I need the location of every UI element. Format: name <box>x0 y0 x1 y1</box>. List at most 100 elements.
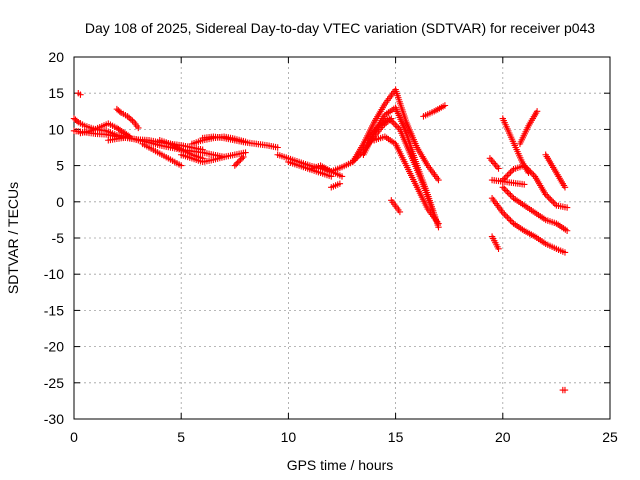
data-point-marker <box>504 172 511 179</box>
series-track-30 <box>499 115 532 177</box>
data-point-marker <box>507 217 514 224</box>
series-track-28 <box>499 184 571 234</box>
x-tick-label: 5 <box>177 429 185 445</box>
y-tick-label: 0 <box>56 194 64 210</box>
x-tick-label: 25 <box>602 429 618 445</box>
data-point-marker <box>242 138 249 145</box>
y-tick-label: -15 <box>44 302 64 318</box>
data-point-marker <box>502 173 510 181</box>
x-tick-label: 10 <box>281 429 297 445</box>
data-point-marker <box>563 227 571 234</box>
data-point-marker <box>504 188 511 196</box>
y-tick-label: 20 <box>48 49 64 65</box>
x-tick-label: 15 <box>388 429 404 445</box>
data-point-marker <box>242 149 249 156</box>
data-marks <box>70 86 571 394</box>
y-tick-label: -5 <box>52 230 65 246</box>
chart-title: Day 108 of 2025, Sidereal Day-to-day VTE… <box>85 20 595 36</box>
data-point-marker <box>502 212 510 219</box>
data-point-marker <box>499 184 506 191</box>
series-track-20 <box>364 115 436 213</box>
data-point-marker <box>563 204 571 211</box>
series-track-23 <box>420 102 449 120</box>
data-point-marker <box>542 191 549 198</box>
data-point-marker <box>508 167 516 174</box>
data-point-marker <box>336 180 344 187</box>
data-point-marker <box>561 386 569 394</box>
series-track-21 <box>370 133 442 227</box>
data-point-marker <box>231 162 238 169</box>
data-point-marker <box>508 193 516 200</box>
data-point-marker <box>486 155 494 162</box>
y-tick-label: -25 <box>44 375 64 391</box>
x-tick-label: 0 <box>70 429 78 445</box>
data-point-marker <box>508 218 516 226</box>
y-tick-label: 5 <box>56 158 64 174</box>
data-point-marker <box>544 192 551 200</box>
data-point-marker <box>390 119 397 127</box>
data-point-marker <box>495 245 502 253</box>
data-point-marker <box>525 169 532 177</box>
data-point-marker <box>233 160 240 168</box>
y-tick-label: -10 <box>44 266 64 282</box>
series-track-3 <box>77 120 133 140</box>
y-axis-label: SDTVAR / TECUs <box>5 182 21 294</box>
series-track-9 <box>178 149 249 166</box>
data-point-marker <box>178 162 185 169</box>
data-point-marker <box>545 194 552 201</box>
x-tick-label: 20 <box>495 429 511 445</box>
data-point-marker <box>495 165 502 172</box>
data-point-marker <box>392 121 399 128</box>
data-point-marker <box>235 158 243 165</box>
data-point-marker <box>499 209 506 216</box>
data-point-marker <box>488 156 495 164</box>
data-point-marker <box>521 181 528 188</box>
series-track-11 <box>188 133 249 148</box>
data-point-marker <box>502 187 510 194</box>
series-track-22 <box>388 197 404 216</box>
data-point-marker <box>530 171 537 179</box>
data-point-marker <box>116 108 123 115</box>
data-point-marker <box>338 173 346 180</box>
data-point-marker <box>499 176 506 184</box>
series-track-12 <box>231 153 247 169</box>
data-point-marker <box>492 161 499 169</box>
series-track-5 <box>113 105 142 132</box>
data-point-marker <box>547 196 554 203</box>
series-track-4 <box>75 90 84 98</box>
series-track-24 <box>486 155 502 172</box>
data-point-marker <box>501 211 508 218</box>
data-point-marker <box>533 108 541 115</box>
data-point-marker <box>238 155 246 162</box>
series-track-16 <box>328 180 344 191</box>
data-point-marker <box>395 124 402 132</box>
data-point-marker <box>501 185 508 193</box>
data-point-marker <box>441 102 449 109</box>
data-point-marker <box>393 123 401 130</box>
series-track-7 <box>139 140 185 169</box>
series-track-33 <box>559 386 569 394</box>
y-tick-label: -20 <box>44 339 64 355</box>
data-point-marker <box>127 116 135 123</box>
data-point-marker <box>501 175 508 182</box>
data-point-marker <box>237 156 244 164</box>
data-point-marker <box>489 158 496 165</box>
data-point-marker <box>234 159 241 166</box>
data-point-marker <box>129 117 136 124</box>
series-track-32 <box>542 151 569 191</box>
tick-layer: 0 5 10 15 20 25 -30 -25 -20 -15 -10 -5 0 5 10 15 20 <box>44 49 618 445</box>
series-track-29 <box>499 162 571 211</box>
data-point-marker <box>548 197 556 204</box>
data-point-marker <box>396 208 404 216</box>
data-point-marker <box>387 116 394 124</box>
data-point-marker <box>73 117 81 125</box>
data-point-marker <box>491 160 498 167</box>
data-point-marker <box>135 124 142 132</box>
series-track-25 <box>488 176 528 188</box>
data-point-marker <box>505 215 513 223</box>
data-point-marker <box>493 163 501 171</box>
data-point-marker <box>505 190 513 197</box>
data-point-marker <box>505 170 513 178</box>
series-track-31 <box>516 108 541 148</box>
data-point-marker <box>550 199 557 206</box>
